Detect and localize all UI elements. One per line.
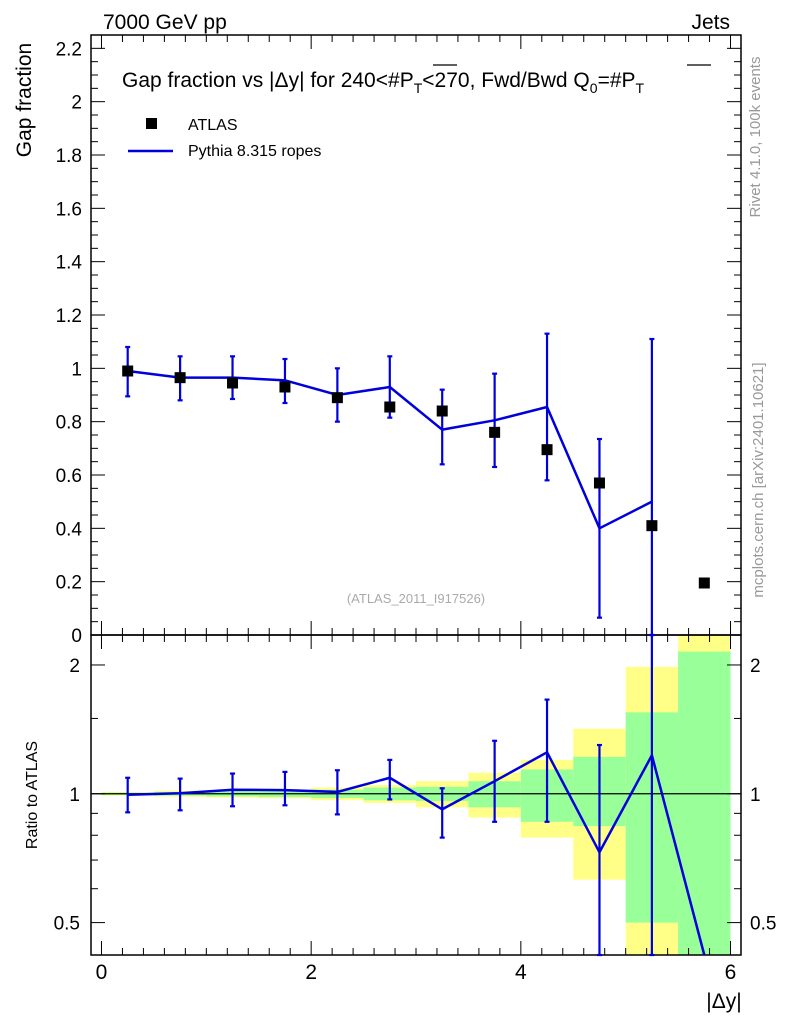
ratio-panel xyxy=(91,633,741,957)
y-tick-label: 0.6 xyxy=(56,466,82,487)
legend-atlas-label: ATLAS xyxy=(188,117,238,134)
atlas-point xyxy=(279,381,291,393)
x-tick-label: 2 xyxy=(305,961,317,984)
y-tick-label: 0.8 xyxy=(56,413,82,434)
y-tick-label: 1 xyxy=(71,359,82,380)
legend-atlas-marker xyxy=(146,118,157,129)
x-axis-title: |Δy| xyxy=(706,990,741,1013)
ratio-tick-label: 2 xyxy=(69,656,80,677)
y-tick-label: 1.4 xyxy=(56,253,83,274)
y-tick-label: 1.8 xyxy=(56,146,82,167)
title-pt2: P xyxy=(622,69,636,92)
analysis-watermark: (ATLAS_2011_I917526) xyxy=(347,591,485,606)
atlas-point xyxy=(174,372,186,384)
ratio-tick-label-right: 0.5 xyxy=(750,914,776,935)
atlas-point xyxy=(227,377,239,389)
ratio-tick-label-right: 1 xyxy=(750,785,761,806)
x-tick-label: 0 xyxy=(96,961,108,984)
rivet-label: Rivet 4.1.0, 100k events xyxy=(747,57,764,218)
axes: 0 2 4 6 0 0.2 0.4 0.6 0.8 1 1.2 1.4 1.6 1.8 2 2.2 0.5 0.5… xyxy=(54,35,776,984)
y-tick-label: 0.2 xyxy=(56,573,82,594)
y-tick-label: 1.2 xyxy=(56,306,82,327)
atlas-point xyxy=(122,365,134,377)
y-tick-label: 0.4 xyxy=(56,519,83,540)
legend-pythia-label: Pythia 8.315 ropes xyxy=(188,143,321,160)
uncertainty-bands xyxy=(101,635,731,955)
atlas-point xyxy=(646,520,658,532)
green-band xyxy=(678,651,731,955)
y-axis-title: Gap fraction xyxy=(13,43,36,157)
x-tick-label: 6 xyxy=(725,961,737,984)
atlas-point xyxy=(698,577,710,589)
ratio-axis-title: Ratio to ATLAS xyxy=(24,741,41,849)
ratio-tick-label: 0.5 xyxy=(54,914,80,935)
atlas-point xyxy=(436,405,448,417)
y-tick-label: 2 xyxy=(71,93,82,114)
atlas-point xyxy=(541,444,553,456)
atlas-point xyxy=(593,477,605,489)
y-tick-label: 0 xyxy=(71,626,82,647)
energy-label: 7000 GeV pp xyxy=(103,11,227,34)
ratio-line xyxy=(127,750,706,956)
chart-title: Gap fraction vs |Δy| for 240<#PT<270, Fw… xyxy=(122,69,645,96)
ratio-tick-label: 1 xyxy=(69,785,80,806)
mcplots-label: mcplots.cern.ch [arXiv:2401.10621] xyxy=(750,362,767,597)
process-label: Jets xyxy=(691,11,730,34)
y-tick-label: 2.2 xyxy=(56,39,82,60)
ratio-tick-label-right: 2 xyxy=(750,656,761,677)
main-panel xyxy=(122,332,710,637)
x-tick-label: 4 xyxy=(515,961,527,984)
y-tick-label: 1.6 xyxy=(56,199,82,220)
atlas-point xyxy=(384,401,396,413)
atlas-point xyxy=(331,392,343,404)
atlas-point xyxy=(489,426,501,438)
title-pt1: P xyxy=(400,69,414,92)
mc-line xyxy=(127,369,653,531)
